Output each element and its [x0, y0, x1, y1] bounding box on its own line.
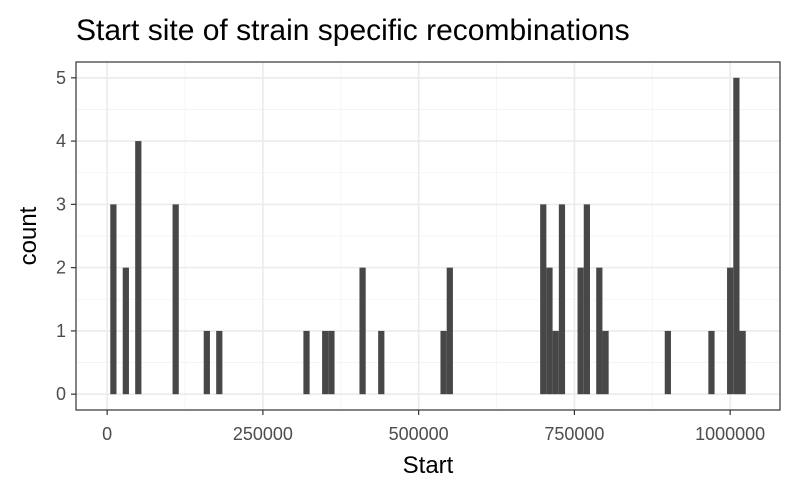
x-tick-label: 0	[102, 424, 112, 444]
histogram-bar	[733, 77, 740, 395]
histogram-bar	[727, 267, 734, 395]
histogram-bar	[122, 267, 129, 395]
histogram-bar	[203, 330, 210, 395]
histogram-bar	[216, 330, 223, 395]
histogram-bar	[546, 267, 553, 395]
histogram-bar	[303, 330, 310, 395]
histogram-bar	[602, 330, 609, 395]
histogram-bar	[359, 267, 366, 395]
histogram-bar	[708, 330, 715, 395]
grid	[76, 62, 780, 410]
y-tick-label: 0	[56, 384, 66, 404]
x-tick-label: 750000	[544, 424, 604, 444]
bars	[110, 77, 746, 395]
histogram-bar	[739, 330, 746, 395]
histogram-bar	[328, 330, 335, 395]
histogram-bar	[583, 204, 590, 395]
x-tick-label: 250000	[233, 424, 293, 444]
panel-border	[75, 61, 781, 411]
chart-title: Start site of strain specific recombinat…	[76, 14, 630, 47]
x-tick-label: 1000000	[695, 424, 765, 444]
x-tick-label: 500000	[389, 424, 449, 444]
axis-ticks	[71, 77, 731, 415]
histogram-bar	[558, 204, 566, 395]
histogram-bar	[577, 267, 584, 395]
histogram-bar	[540, 204, 547, 395]
histogram-bar	[110, 204, 117, 395]
histogram-bar	[440, 330, 447, 395]
x-tick-labels: 0 250000 500000 750000 1000000	[102, 424, 765, 444]
histogram-bar	[552, 330, 559, 395]
y-tick-label: 2	[56, 258, 66, 278]
histogram-bar	[172, 204, 179, 395]
histogram-bar	[322, 330, 329, 395]
histogram-bar	[446, 267, 453, 395]
y-tick-label: 4	[56, 131, 66, 151]
y-tick-label: 1	[56, 321, 66, 341]
histogram-bar	[596, 267, 603, 395]
y-tick-label: 5	[56, 68, 66, 88]
histogram-bar	[378, 330, 385, 395]
histogram-bar	[135, 141, 142, 395]
y-tick-label: 3	[56, 194, 66, 214]
histogram-bar	[664, 330, 671, 395]
y-tick-labels: 0 1 2 3 4 5	[56, 68, 66, 404]
x-axis-title: Start	[403, 452, 454, 479]
y-axis-title: count	[15, 206, 42, 265]
